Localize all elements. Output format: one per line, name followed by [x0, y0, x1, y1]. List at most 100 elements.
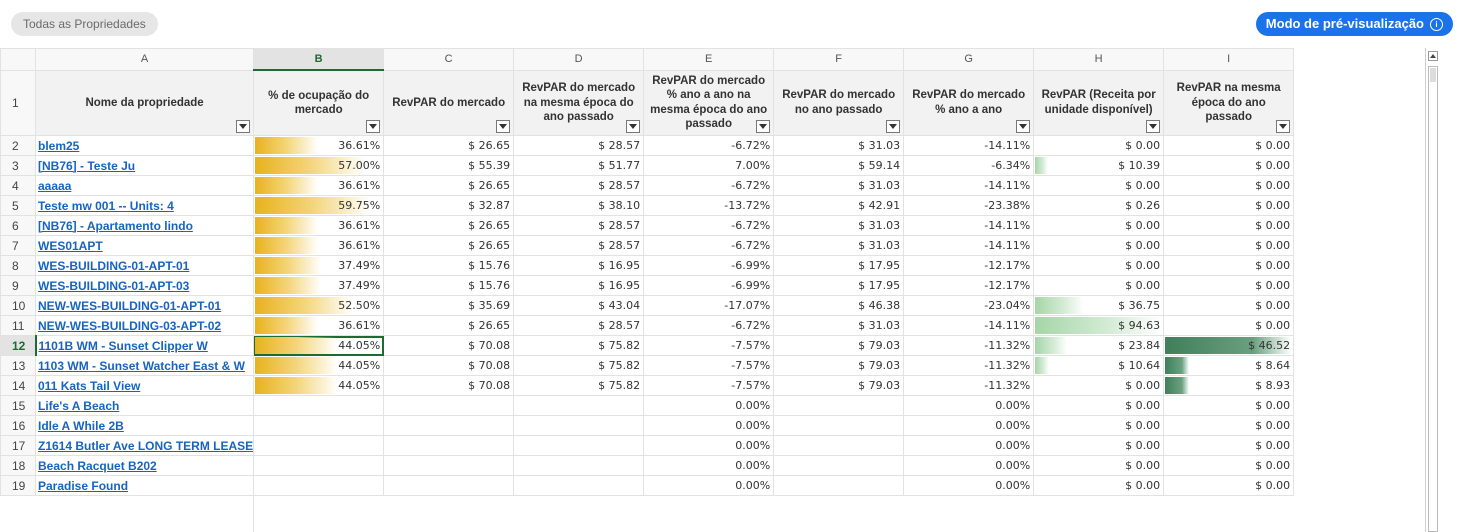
- row-number[interactable]: 5: [0, 195, 36, 216]
- cell-f[interactable]: $ 79.03: [773, 335, 905, 356]
- cell-f[interactable]: $ 17.95: [773, 275, 905, 296]
- property-name-link[interactable]: Teste mw 001 -- Units: 4: [34, 195, 255, 216]
- property-name-link[interactable]: [NB76] - Apartamento lindo: [34, 215, 255, 236]
- cell-i[interactable]: $ 0.00: [1163, 255, 1295, 276]
- cell-b[interactable]: 44.05%: [253, 335, 385, 356]
- cell-h[interactable]: $ 94.63: [1033, 315, 1165, 336]
- row-number[interactable]: 2: [0, 135, 36, 156]
- cell-g[interactable]: -11.32%: [903, 335, 1035, 356]
- cell-d[interactable]: [513, 395, 645, 416]
- cell-d[interactable]: $ 16.95: [513, 275, 645, 296]
- cell-b[interactable]: 59.75%: [253, 195, 385, 216]
- cell-d[interactable]: [513, 415, 645, 436]
- cell-e[interactable]: -17.07%: [643, 295, 775, 316]
- filter-dropdown-icon[interactable]: [1276, 120, 1291, 133]
- column-letter-g[interactable]: G: [903, 48, 1035, 71]
- column-letter-b[interactable]: B: [253, 48, 385, 71]
- cell-c[interactable]: $ 15.76: [383, 255, 515, 276]
- cell-c[interactable]: $ 70.08: [383, 355, 515, 376]
- cell-i[interactable]: $ 0.00: [1163, 135, 1295, 156]
- cell-i[interactable]: $ 0.00: [1163, 415, 1295, 436]
- cell-b[interactable]: 57.00%: [253, 155, 385, 176]
- row-number[interactable]: 6: [0, 215, 36, 236]
- cell-b[interactable]: [253, 475, 385, 496]
- cell-f[interactable]: $ 31.03: [773, 315, 905, 336]
- column-letter-d[interactable]: D: [513, 48, 645, 71]
- row-number[interactable]: 11: [0, 315, 36, 336]
- scroll-up-arrow-icon[interactable]: [1428, 51, 1438, 61]
- cell-b[interactable]: 36.61%: [253, 315, 385, 336]
- cell-f[interactable]: $ 79.03: [773, 375, 905, 396]
- cell-g[interactable]: 0.00%: [903, 415, 1035, 436]
- cell-e[interactable]: 0.00%: [643, 475, 775, 496]
- cell-c[interactable]: $ 26.65: [383, 315, 515, 336]
- cell-i[interactable]: $ 0.00: [1163, 435, 1295, 456]
- scrollbar-track[interactable]: [1428, 66, 1438, 532]
- cell-g[interactable]: -12.17%: [903, 275, 1035, 296]
- cell-h[interactable]: $ 0.00: [1033, 375, 1165, 396]
- cell-h[interactable]: $ 10.39: [1033, 155, 1165, 176]
- column-letter-c[interactable]: C: [383, 48, 515, 71]
- cell-h[interactable]: $ 0.00: [1033, 435, 1165, 456]
- row-number[interactable]: 10: [0, 295, 36, 316]
- cell-f[interactable]: [773, 415, 905, 436]
- cell-f[interactable]: $ 31.03: [773, 135, 905, 156]
- cell-d[interactable]: [513, 435, 645, 456]
- property-name-link[interactable]: 1103 WM - Sunset Watcher East & W: [34, 355, 255, 376]
- cell-d[interactable]: $ 28.57: [513, 315, 645, 336]
- row-number[interactable]: 4: [0, 175, 36, 196]
- cell-i[interactable]: $ 8.64: [1163, 355, 1295, 376]
- cell-b[interactable]: [253, 435, 385, 456]
- cell-c[interactable]: $ 15.76: [383, 275, 515, 296]
- cell-i[interactable]: $ 46.52: [1163, 335, 1295, 356]
- cell-i[interactable]: $ 0.00: [1163, 175, 1295, 196]
- cell-f[interactable]: $ 79.03: [773, 355, 905, 376]
- row-number[interactable]: 17: [0, 435, 36, 456]
- cell-g[interactable]: -14.11%: [903, 235, 1035, 256]
- cell-d[interactable]: $ 28.57: [513, 175, 645, 196]
- cell-b[interactable]: 36.61%: [253, 135, 385, 156]
- cell-h[interactable]: $ 0.00: [1033, 235, 1165, 256]
- cell-g[interactable]: -14.11%: [903, 215, 1035, 236]
- cell-f[interactable]: $ 31.03: [773, 175, 905, 196]
- cell-g[interactable]: -23.04%: [903, 295, 1035, 316]
- cell-e[interactable]: 0.00%: [643, 395, 775, 416]
- cell-b[interactable]: [253, 395, 385, 416]
- cell-b[interactable]: 36.61%: [253, 175, 385, 196]
- column-letter-h[interactable]: H: [1033, 48, 1165, 71]
- cell-g[interactable]: -12.17%: [903, 255, 1035, 276]
- cell-e[interactable]: -6.99%: [643, 275, 775, 296]
- property-name-link[interactable]: aaaaa: [34, 175, 255, 196]
- preview-mode-button[interactable]: Modo de pré-visualização i: [1255, 12, 1453, 36]
- corner-cell[interactable]: [0, 48, 36, 71]
- cell-c[interactable]: $ 32.87: [383, 195, 515, 216]
- cell-b[interactable]: 37.49%: [253, 255, 385, 276]
- cell-i[interactable]: $ 0.00: [1163, 215, 1295, 236]
- cell-f[interactable]: [773, 435, 905, 456]
- property-name-link[interactable]: WES-BUILDING-01-APT-03: [34, 275, 255, 296]
- filter-dropdown-icon[interactable]: [366, 120, 381, 133]
- property-name-link[interactable]: NEW-WES-BUILDING-01-APT-01: [34, 295, 255, 316]
- cell-h[interactable]: $ 0.00: [1033, 175, 1165, 196]
- filter-dropdown-icon[interactable]: [756, 120, 771, 133]
- cell-f[interactable]: [773, 475, 905, 496]
- cell-i[interactable]: $ 0.00: [1163, 455, 1295, 476]
- cell-b[interactable]: 37.49%: [253, 275, 385, 296]
- cell-c[interactable]: $ 26.65: [383, 235, 515, 256]
- cell-b[interactable]: 36.61%: [253, 235, 385, 256]
- cell-c[interactable]: $ 70.08: [383, 335, 515, 356]
- property-name-link[interactable]: 011 Kats Tail View: [34, 375, 255, 396]
- cell-f[interactable]: $ 31.03: [773, 235, 905, 256]
- cell-e[interactable]: 7.00%: [643, 155, 775, 176]
- row-number[interactable]: 15: [0, 395, 36, 416]
- cell-c[interactable]: [383, 475, 515, 496]
- cell-i[interactable]: $ 0.00: [1163, 195, 1295, 216]
- property-name-link[interactable]: NEW-WES-BUILDING-03-APT-02: [34, 315, 255, 336]
- cell-g[interactable]: 0.00%: [903, 455, 1035, 476]
- filter-dropdown-icon[interactable]: [1146, 120, 1161, 133]
- row-number[interactable]: 9: [0, 275, 36, 296]
- row-number[interactable]: 8: [0, 255, 36, 276]
- cell-b[interactable]: 44.05%: [253, 355, 385, 376]
- cell-e[interactable]: 0.00%: [643, 415, 775, 436]
- row-number[interactable]: 3: [0, 155, 36, 176]
